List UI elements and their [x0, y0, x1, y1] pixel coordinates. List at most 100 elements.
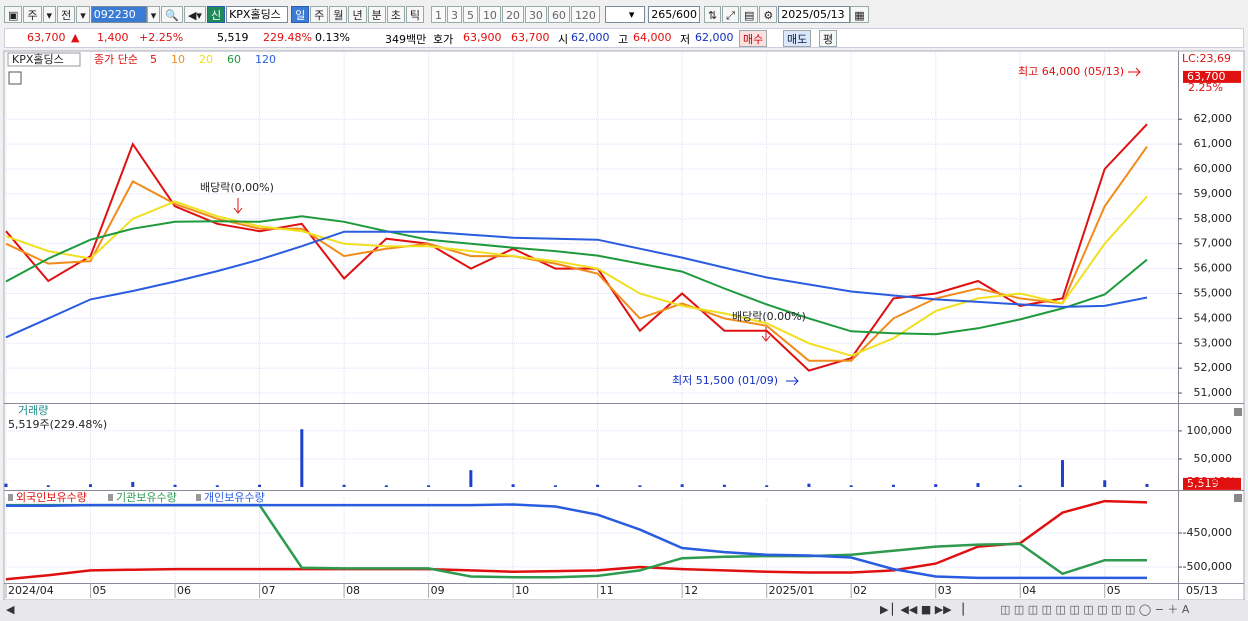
y-tick-label: 62,000 — [1194, 112, 1233, 125]
annotation: 배당락(0.00%) — [732, 310, 806, 323]
volume-subtitle: 5,519주(229.48%) — [8, 418, 107, 431]
new-badge[interactable]: 신 — [206, 6, 226, 23]
toolbar-button[interactable]: 3 — [446, 6, 462, 23]
toolbar-button[interactable]: 월 — [329, 6, 348, 23]
annotation: 최저 51,500 (01/09) — [672, 374, 778, 387]
calendar-button[interactable]: ▦ — [850, 6, 869, 23]
legend-entry: 외국인보유수량 — [16, 491, 87, 504]
market-select[interactable]: 주 — [23, 6, 42, 23]
zoom-controls[interactable]: ◫ ◫ ◫ ◫ ◫ ◫ ◫ ◫ ◫ ◫ ◯ − ＋ A — [1000, 603, 1190, 616]
x-tick-label: 11 — [600, 584, 614, 597]
direction: ▲ — [71, 31, 80, 44]
open-label: 시 — [558, 33, 569, 46]
panel-close[interactable] — [1234, 494, 1242, 502]
legend-entry: 120 — [255, 53, 276, 66]
y-tick-label: 54,000 — [1194, 311, 1233, 324]
scroll-controls[interactable]: ▶ ▏◀◀ ■ ▶▶ ▕ — [880, 602, 964, 616]
volume-bar — [469, 470, 473, 487]
toolbar-button[interactable]: 일 — [291, 6, 310, 23]
toolbar-button[interactable]: 틱 — [405, 6, 424, 23]
bid: 63,700 — [511, 31, 550, 44]
volume-title: 거래량 — [18, 404, 48, 417]
volume-bar — [765, 485, 769, 487]
count-input[interactable]: 265/600 — [647, 6, 700, 23]
series-line — [5, 499, 1148, 581]
toolbar-button[interactable]: 초 — [386, 6, 405, 23]
layout-button[interactable]: ▣ — [4, 6, 23, 23]
toolbar-button[interactable]: 5 — [462, 6, 478, 23]
current-value-label: 5,519 — [1187, 477, 1219, 490]
open: 62,000 — [571, 31, 610, 44]
stock-label-box — [7, 52, 81, 67]
y-tick-label: 100,000 — [1187, 424, 1233, 437]
y-tick-label: 61,000 — [1194, 137, 1233, 150]
volume-bar — [258, 484, 262, 487]
name-input[interactable]: KPX홀딩스 — [226, 6, 289, 23]
volume-bar — [849, 485, 853, 487]
sell-button[interactable]: 매도 — [783, 30, 812, 47]
high: 64,000 — [633, 31, 672, 44]
dropdown[interactable]: ▾ — [42, 6, 57, 23]
toolbar-button[interactable]: 10 — [478, 6, 501, 23]
y-tick-label: 58,000 — [1194, 212, 1233, 225]
table-icon[interactable] — [8, 71, 22, 85]
volume-rate: 229.48% — [263, 31, 312, 44]
dividend-marker — [761, 327, 771, 342]
toolbar-button[interactable]: 30 — [524, 6, 547, 23]
scope-select[interactable]: 전 — [57, 6, 76, 23]
dropdown[interactable]: ▾ — [76, 6, 90, 23]
date-input[interactable]: 2025/05/13 — [778, 6, 851, 23]
tool-button[interactable]: ⇅ — [703, 6, 722, 23]
legend-entry: 60 — [227, 53, 241, 66]
x-tick-label: 02 — [853, 584, 867, 597]
save-button[interactable]: ▤ — [739, 6, 759, 23]
volume-bar — [976, 483, 980, 487]
legend-swatch — [108, 494, 113, 501]
volume-bar — [427, 485, 431, 487]
y-tick-label: -500,000 — [1183, 560, 1232, 573]
legend-entry: 20 — [199, 53, 213, 66]
x-end-label: 05/13 — [1186, 584, 1218, 597]
legend-entry: 기관보유수량 — [116, 491, 177, 504]
toolbar-button[interactable]: 20 — [501, 6, 524, 23]
interval-dropdown[interactable]: ▾ — [604, 6, 645, 23]
scroll-left[interactable]: ◀ — [6, 603, 15, 616]
series-line — [5, 215, 1148, 336]
panel-close[interactable] — [1234, 408, 1242, 416]
buy-button[interactable]: 매수 — [739, 30, 768, 47]
series-line — [5, 146, 1148, 362]
sound-button[interactable]: ◀▾ — [183, 6, 206, 23]
volume-bar — [680, 484, 684, 487]
toolbar-button[interactable]: 분 — [367, 6, 386, 23]
volume-bar — [173, 484, 177, 487]
toolbar-button[interactable]: 주 — [310, 6, 329, 23]
scrollbar[interactable] — [0, 600, 1248, 621]
x-tick-label: 12 — [684, 584, 698, 597]
tool-button[interactable]: ⤢ — [722, 6, 739, 23]
volume-bar — [4, 483, 8, 487]
volume-bar — [638, 485, 642, 487]
toolbar-button[interactable]: 120 — [570, 6, 600, 23]
annotation: 배당락(0,00%) — [200, 181, 274, 194]
toolbar-button[interactable]: 1 — [430, 6, 446, 23]
toolbar-button[interactable]: 년 — [348, 6, 367, 23]
toolbar-button[interactable]: 60 — [547, 6, 570, 23]
eval-button[interactable]: 평 — [819, 30, 838, 47]
chart-background — [3, 50, 1245, 601]
current-value-label: 63,700 — [1187, 70, 1226, 83]
y-tick-label: 50,000 — [1194, 452, 1233, 465]
code-input[interactable]: 092230 — [90, 6, 147, 23]
dropdown[interactable]: ▾ — [146, 6, 161, 23]
legend-title: 종가 단순 — [94, 53, 138, 66]
search-button[interactable]: 🔍 — [161, 6, 183, 23]
x-tick-label: 09 — [431, 584, 445, 597]
annotation-arrow — [1128, 67, 1141, 77]
x-tick-label: 04 — [1022, 584, 1036, 597]
volume-bar — [89, 484, 93, 487]
volume-bar — [384, 485, 388, 487]
series-line — [6, 503, 1147, 580]
annotation: 최고 64,000 (05/13) — [1018, 65, 1124, 78]
settings-button[interactable]: ⚙ — [759, 6, 778, 23]
